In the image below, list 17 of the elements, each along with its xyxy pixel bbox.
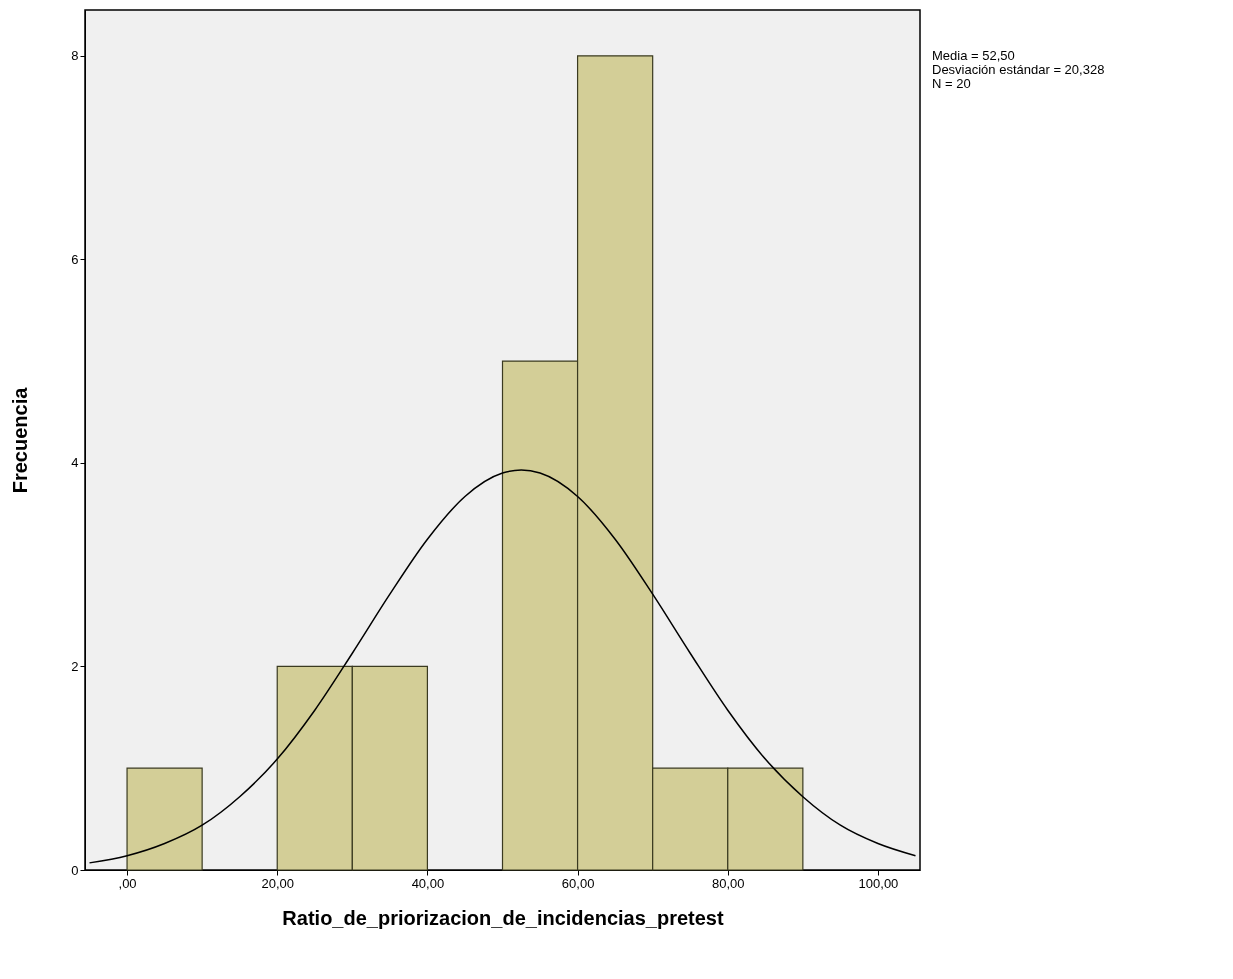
y-tick-label: 8	[71, 48, 79, 64]
y-axis-title: Frecuencia	[9, 386, 32, 494]
text: N = 20	[932, 76, 971, 91]
x-tick-label: 80,00	[712, 875, 745, 891]
line-series	[88, 469, 917, 864]
x-tick-label: ,00	[118, 875, 137, 891]
text: Media = 52,50	[932, 48, 1015, 63]
y-tick-label: 0	[71, 862, 79, 878]
x-tick-label: 100,00	[858, 875, 899, 891]
x-tick-label: 20,00	[261, 875, 294, 891]
text: Desviación estándar = 20,328	[932, 62, 1105, 77]
x-tick-label: 60,00	[561, 875, 595, 891]
y-tick-label: 4	[71, 455, 79, 471]
y-tick-label: 2	[71, 658, 79, 674]
x-tick-label: 40,00	[411, 875, 445, 891]
x-axis-title: Ratio_de_priorizacion_de_incidencias_pretest	[282, 906, 724, 929]
y-tick-label: 6	[71, 251, 79, 267]
